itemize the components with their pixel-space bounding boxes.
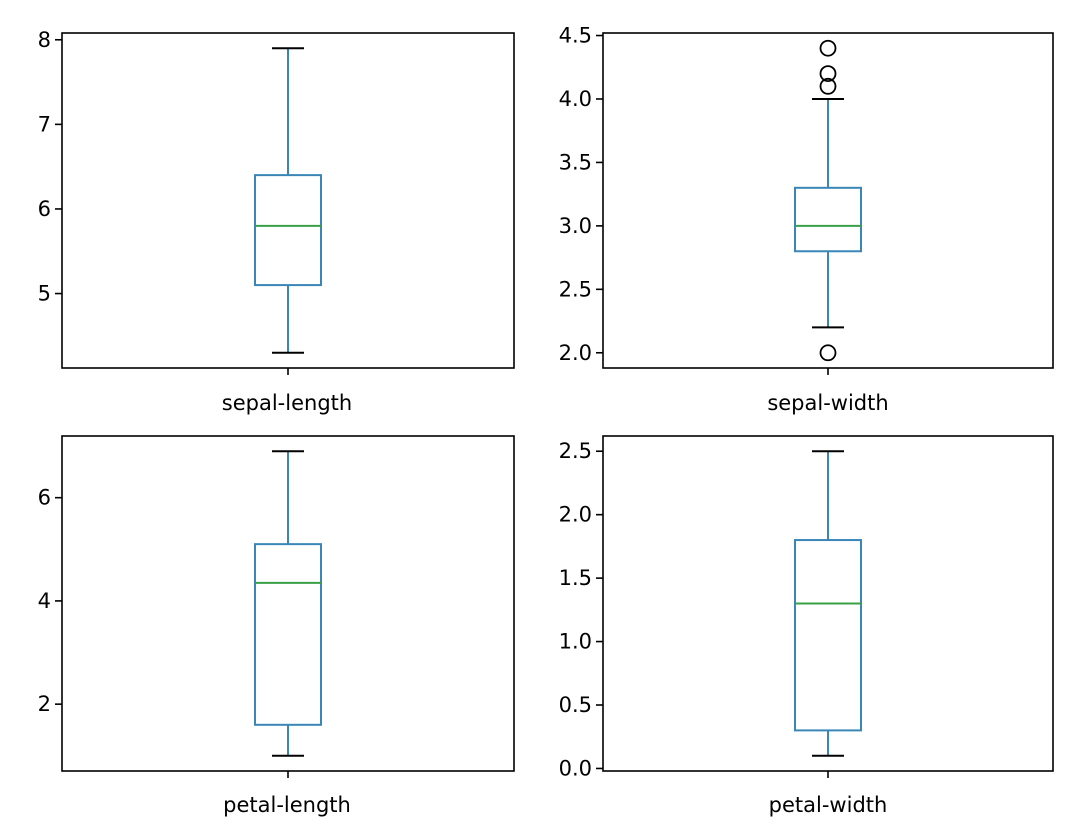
y-tick-label-petal-length: 4 bbox=[38, 589, 51, 613]
y-tick-label-sepal-length: 8 bbox=[38, 28, 51, 52]
y-tick-label-sepal-width: 2.5 bbox=[559, 277, 592, 301]
y-tick-label-sepal-width: 4.0 bbox=[559, 87, 592, 111]
xlabel-sepal-width: sepal-width bbox=[767, 391, 888, 415]
y-tick-label-sepal-length: 5 bbox=[38, 282, 51, 306]
y-tick-label-petal-width: 0.5 bbox=[559, 693, 592, 717]
subplot-sepal-width: sepal-width 2.0 2.5 3.0 3.5 4.0 4.5 bbox=[559, 24, 1054, 415]
y-tick-label-petal-width: 1.5 bbox=[559, 566, 592, 590]
y-tick-label-sepal-width: 3.5 bbox=[559, 150, 592, 174]
y-tick-label-petal-length: 6 bbox=[38, 486, 51, 510]
y-tick-label-sepal-length: 6 bbox=[38, 197, 51, 221]
y-tick-label-sepal-length: 7 bbox=[38, 112, 51, 136]
box-iqr-sepal-width bbox=[794, 186, 862, 253]
outlier-point-sepal-width bbox=[819, 65, 837, 83]
box-iqr-petal-width bbox=[794, 539, 862, 732]
y-tick-label-petal-width: 2.0 bbox=[559, 503, 592, 527]
outlier-point-sepal-width bbox=[819, 344, 837, 362]
xlabel-sepal-length: sepal-length bbox=[222, 391, 352, 415]
y-tick-label-sepal-width: 3.0 bbox=[559, 214, 592, 238]
subplot-petal-length: petal-length 2 4 6 bbox=[38, 435, 515, 817]
outlier-point-sepal-width bbox=[819, 77, 837, 95]
y-tick-label-sepal-width: 4.5 bbox=[559, 24, 592, 48]
xlabel-petal-length: petal-length bbox=[223, 793, 351, 817]
subplot-sepal-length: sepal-length 5 6 7 8 bbox=[38, 28, 515, 415]
box-iqr-petal-length bbox=[254, 543, 322, 726]
subplot-petal-width: petal-width 0.0 0.5 1.0 1.5 2.0 2.5 bbox=[559, 435, 1054, 817]
box-iqr-sepal-length bbox=[254, 174, 322, 287]
y-tick-label-petal-width: 0.0 bbox=[559, 756, 592, 780]
outlier-point-sepal-width bbox=[819, 39, 837, 57]
y-tick-label-petal-length: 2 bbox=[38, 692, 51, 716]
xlabel-petal-width: petal-width bbox=[769, 793, 888, 817]
y-tick-label-petal-width: 2.5 bbox=[559, 439, 592, 463]
y-tick-label-sepal-width: 2.0 bbox=[559, 341, 592, 365]
y-tick-label-petal-width: 1.0 bbox=[559, 630, 592, 654]
